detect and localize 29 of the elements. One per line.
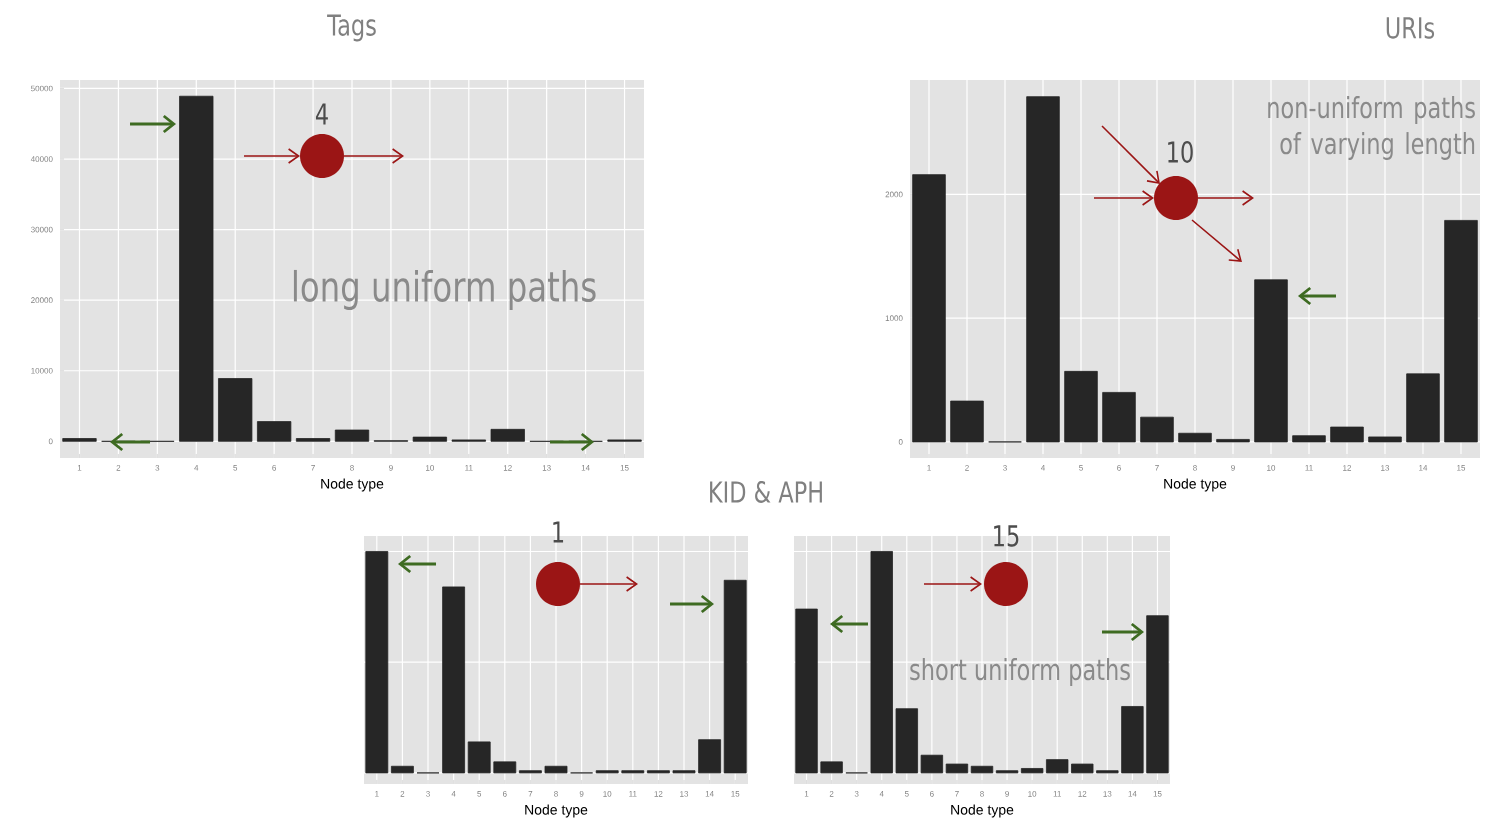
bar [490,428,525,442]
bar [1140,416,1174,443]
bar [412,436,448,442]
bar [1292,435,1326,443]
bar [1026,96,1060,443]
text: 1 [553,521,564,543]
annotation: non-uniform paths of varying length [1268,96,1475,160]
bar [257,421,292,442]
annotation: 10 [1168,141,1193,163]
chart-title: Tags [327,14,376,42]
bar [950,400,984,443]
chart-title: KID & APH [710,481,822,503]
annotation: 4 [315,103,328,125]
chart-title: URIs [1386,17,1435,39]
bar [1254,279,1288,443]
bar [912,174,946,443]
text: 15 [994,525,1019,547]
bar [1444,219,1478,443]
bar [1064,370,1098,443]
annotation: short uniform paths [910,658,1130,686]
bar [218,378,253,442]
bar [1330,426,1364,443]
bar [179,95,214,442]
bar [1102,391,1136,443]
bar [1178,432,1212,443]
bar [334,429,370,442]
bar [1368,436,1402,443]
bar [1406,373,1440,443]
annotation: long uniform paths [293,269,596,310]
